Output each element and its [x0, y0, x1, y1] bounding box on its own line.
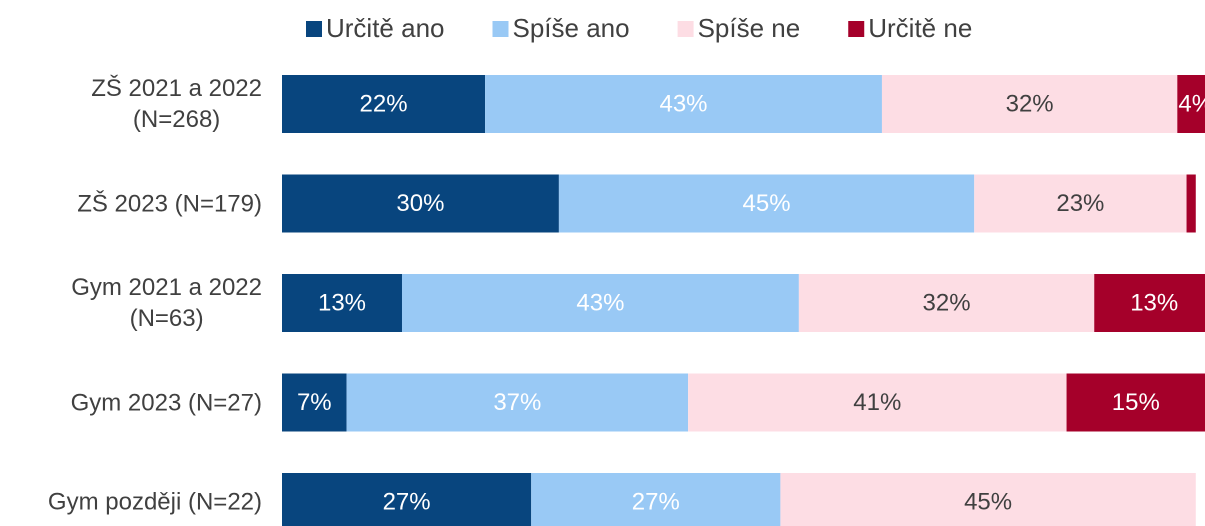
bar-segment — [282, 373, 347, 432]
bar-segment — [881, 75, 1178, 133]
bar-segment — [558, 174, 975, 233]
data-label: 43% — [576, 289, 624, 316]
legend-label: Určitě ano — [326, 13, 445, 43]
bar-segment — [780, 473, 1196, 526]
category-label: Gym později (N=22) — [47, 488, 262, 516]
bar-segment — [282, 473, 532, 526]
data-label: 13% — [1130, 289, 1178, 316]
data-label: 45% — [743, 190, 791, 217]
data-label: 37% — [493, 389, 541, 416]
data-label: 32% — [1006, 90, 1054, 117]
bar-segment — [688, 373, 1067, 432]
category-label: ZŠ 2021 a 2022 (N=268) — [91, 75, 262, 133]
bar-segment — [282, 75, 486, 133]
data-label: 23% — [1056, 190, 1104, 217]
bar-segment — [401, 274, 799, 332]
legend-label: Spíše ne — [698, 13, 801, 43]
data-label: 22% — [360, 90, 408, 117]
bar-segment — [974, 174, 1187, 233]
data-label: 15% — [1112, 389, 1160, 416]
bar-segment — [282, 274, 402, 332]
legend-label: Určitě ne — [868, 13, 972, 43]
bar-segment — [282, 174, 559, 233]
bar-segment — [1094, 274, 1205, 332]
legend-swatch — [306, 21, 322, 37]
bar-segment — [485, 75, 882, 133]
data-label: 27% — [383, 488, 431, 515]
legend-swatch — [848, 21, 865, 37]
data-label: 4% — [1178, 90, 1205, 117]
bar-segment — [1066, 373, 1205, 432]
bar-segment — [1177, 75, 1205, 133]
bar-segment — [798, 274, 1095, 332]
data-label: 7% — [297, 389, 332, 416]
data-label: 41% — [853, 389, 901, 416]
data-label: 45% — [964, 488, 1012, 515]
bar-segment — [1186, 174, 1196, 233]
category-label: ZŠ 2023 (N=179) — [77, 190, 262, 217]
data-label: 30% — [396, 190, 444, 217]
bar-segment — [346, 373, 689, 432]
legend-swatch — [677, 21, 694, 37]
category-label: Gym 2023 (N=27) — [70, 389, 262, 416]
data-label: 13% — [318, 289, 366, 316]
legend-swatch — [492, 21, 509, 37]
data-label: 27% — [632, 488, 680, 515]
bar-segment — [531, 473, 781, 526]
data-label: 32% — [923, 289, 971, 316]
data-label: 43% — [659, 90, 707, 117]
legend-label: Spíše ano — [513, 13, 630, 43]
category-label: Gym 2021 a 2022 (N=63) — [71, 274, 262, 332]
